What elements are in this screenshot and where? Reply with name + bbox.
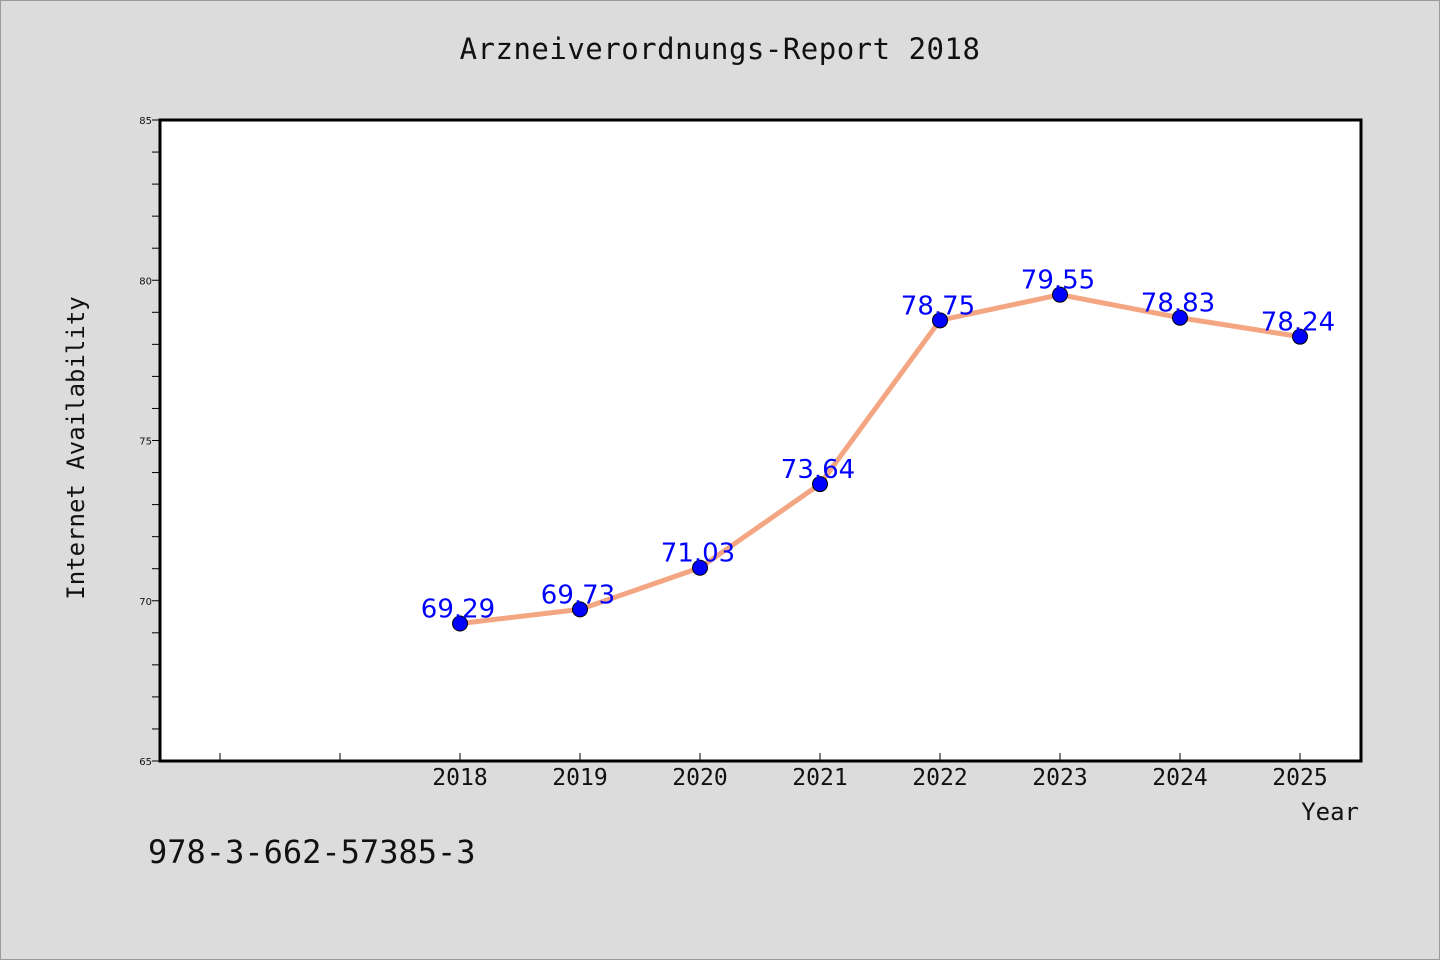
data-point <box>1292 328 1308 345</box>
y-axis-title: Internet Availability <box>62 296 90 599</box>
y-tick-label: 75 <box>139 437 152 448</box>
data-label: 73.64 <box>781 455 855 485</box>
data-point <box>452 615 468 632</box>
x-tick-label: 2023 <box>1032 765 1087 791</box>
data-label: 79.55 <box>1021 266 1095 296</box>
data-label: 71.03 <box>661 539 735 569</box>
x-axis-title: Year <box>1301 798 1359 826</box>
data-label: 69.73 <box>541 580 615 610</box>
data-point <box>572 601 588 618</box>
x-tick-label: 2021 <box>792 765 847 791</box>
x-tick-label: 2022 <box>912 765 967 791</box>
x-axis-ticks: 2018 2019 2020 2021 2022 2023 2024 2025 <box>219 753 1328 791</box>
data-label: 69.29 <box>421 595 495 625</box>
series-line <box>457 292 1303 627</box>
data-label: 78.83 <box>1141 289 1215 319</box>
y-tick-label: 80 <box>139 276 152 287</box>
data-point <box>932 312 948 329</box>
chart-title: Arzneiverordnungs-Report 2018 <box>459 32 981 66</box>
x-tick-label: 2019 <box>552 765 607 791</box>
x-tick-label: 2025 <box>1272 765 1327 791</box>
data-point <box>1172 309 1188 326</box>
y-axis-ticks: 65 70 75 80 85 <box>139 116 160 768</box>
x-tick-label: 2024 <box>1152 765 1207 791</box>
y-tick-label: 65 <box>139 757 152 768</box>
y-tick-label: 85 <box>139 116 152 127</box>
data-point <box>692 559 708 576</box>
series-layer: 69.29 69.73 71.03 73.64 78.75 79.55 78.83 78.24 <box>421 266 1335 632</box>
data-label: 78.24 <box>1261 308 1335 338</box>
plot-area <box>158 118 1363 763</box>
x-tick-label: 2020 <box>672 765 727 791</box>
y-tick-label: 70 <box>139 597 152 608</box>
data-point <box>1052 286 1068 303</box>
isbn-footer: 978-3-662-57385-3 <box>148 833 476 871</box>
x-tick-label: 2018 <box>432 765 487 791</box>
data-label: 78.75 <box>901 291 975 321</box>
data-point <box>812 476 828 493</box>
